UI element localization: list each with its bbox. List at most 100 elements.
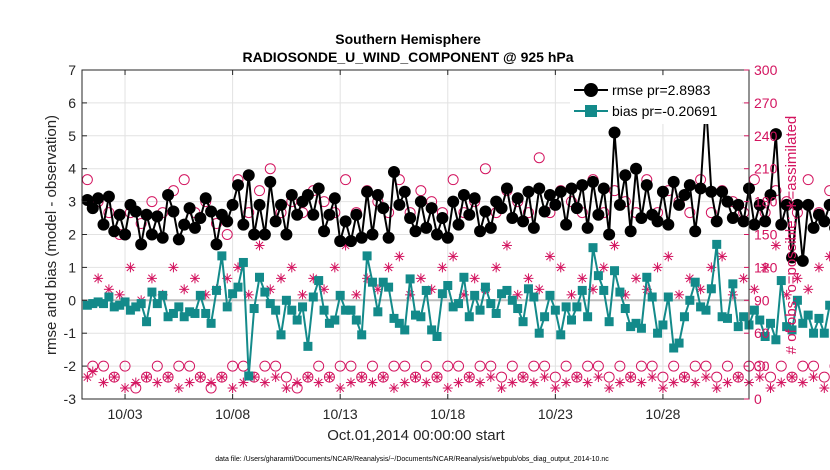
obs-assimilated-stroke <box>546 252 554 261</box>
bias-point <box>534 328 544 338</box>
obs-possible-point <box>318 196 330 208</box>
obs-assimilated-point <box>114 289 125 300</box>
rmse-point <box>554 185 567 198</box>
obs-assimilated-stroke <box>535 285 544 294</box>
obs-assimilated-point <box>555 262 566 273</box>
obs-assimilated-point <box>453 377 464 388</box>
bias-point <box>147 287 157 297</box>
rmse-point <box>479 205 492 218</box>
bias-point <box>787 325 797 335</box>
obs-assimilated-point <box>93 273 104 284</box>
obs-assimilated-point <box>528 377 539 388</box>
obs-assimilated-stroke <box>314 378 323 387</box>
obs-assimilated-point <box>792 273 803 284</box>
legend-rmse-label: rmse pr=2.8983 <box>612 82 711 98</box>
obs-possible-point <box>453 360 465 372</box>
bias-point <box>308 292 318 302</box>
bias-point <box>185 307 195 317</box>
obs-possible-point <box>765 371 777 383</box>
bias-point <box>448 302 458 312</box>
bias-point <box>319 305 329 315</box>
obs-assimilated-point <box>760 262 771 273</box>
obs-assimilated-point <box>125 262 136 273</box>
bias-point <box>454 299 464 309</box>
rmse-point <box>570 202 583 215</box>
obs-possible-point <box>135 218 147 230</box>
y-right-tick-label-5: 150 <box>754 227 778 243</box>
rmse-point <box>291 208 304 221</box>
obs-assimilated-stroke <box>771 241 780 250</box>
obs-possible-point <box>689 360 701 372</box>
obs-assimilated-stroke <box>104 285 113 294</box>
obs-assimilated-point <box>491 262 502 273</box>
obs-assimilated-stroke <box>217 373 226 382</box>
legend-rmse-marker <box>584 83 598 97</box>
bias-point <box>416 312 426 322</box>
rmse-point <box>597 182 610 195</box>
obs-assimilated-point <box>141 372 152 383</box>
rmse-point <box>592 208 605 221</box>
rmse-point <box>538 205 551 218</box>
rmse-point <box>323 208 336 221</box>
rmse-point <box>221 215 234 228</box>
obs-assimilated-point <box>388 383 399 394</box>
rmse-point <box>237 218 250 231</box>
footer-data-file: data file: /Users/gharamti/Documents/NCA… <box>215 456 609 463</box>
obs-assimilated-point <box>351 289 362 300</box>
bias-point <box>615 287 625 297</box>
rmse-point <box>97 218 110 231</box>
rmse-point <box>156 231 169 244</box>
obs-assimilated-point <box>276 273 287 284</box>
obs-assimilated-stroke <box>529 378 538 387</box>
rmse-point <box>484 221 497 234</box>
rmse-line <box>86 102 830 261</box>
obs-assimilated-stroke <box>330 263 339 272</box>
obs-possible-point <box>399 360 411 372</box>
bias-point <box>341 305 351 315</box>
obs-assimilated-point <box>518 372 529 383</box>
obs-assimilated-point <box>534 284 545 295</box>
rmse-point <box>468 192 481 205</box>
rmse-point <box>452 218 465 231</box>
obs-assimilated-point <box>313 377 324 388</box>
obs-assimilated-stroke <box>438 263 447 272</box>
rmse-point <box>162 189 175 202</box>
obs-assimilated-stroke <box>567 290 576 299</box>
obs-assimilated-stroke <box>572 373 581 382</box>
obs-assimilated-stroke <box>578 274 587 283</box>
rmse-point <box>350 208 363 221</box>
obs-assimilated-stroke <box>562 378 571 387</box>
obs-assimilated-stroke <box>648 373 657 382</box>
bias-point <box>507 295 517 305</box>
rmse-point <box>307 208 320 221</box>
obs-assimilated-stroke <box>723 378 732 387</box>
obs-assimilated-stroke <box>131 378 140 387</box>
obs-assimilated-stroke <box>303 373 312 382</box>
obs-assimilated-point <box>663 251 674 262</box>
obs-assimilated-stroke <box>153 378 162 387</box>
rmse-point <box>318 225 331 238</box>
bias-point <box>394 318 404 328</box>
bias-point <box>432 331 442 341</box>
obs-assimilated-stroke <box>196 373 205 382</box>
obs-assimilated-point <box>206 377 217 388</box>
obs-possible-point <box>539 360 551 372</box>
bias-point <box>201 308 211 318</box>
rmse-point <box>280 228 293 241</box>
rmse-point <box>404 212 417 225</box>
x-tick-label-2: 10/13 <box>323 406 358 422</box>
rmse-point <box>543 189 556 202</box>
bias-point <box>798 318 808 328</box>
bias-point <box>249 304 259 314</box>
x-tick-label-1: 10/08 <box>215 406 250 422</box>
obs-assimilated-point <box>130 377 141 388</box>
rmse-point <box>194 212 207 225</box>
obs-assimilated-point <box>577 273 588 284</box>
bias-point <box>292 315 302 325</box>
y-left-tick-label-2: -1 <box>64 325 77 341</box>
rmse-point <box>506 212 519 225</box>
rmse-point <box>151 210 164 223</box>
obs-possible-point <box>447 174 459 186</box>
rmse-point <box>387 165 400 178</box>
rmse-point <box>500 182 513 195</box>
